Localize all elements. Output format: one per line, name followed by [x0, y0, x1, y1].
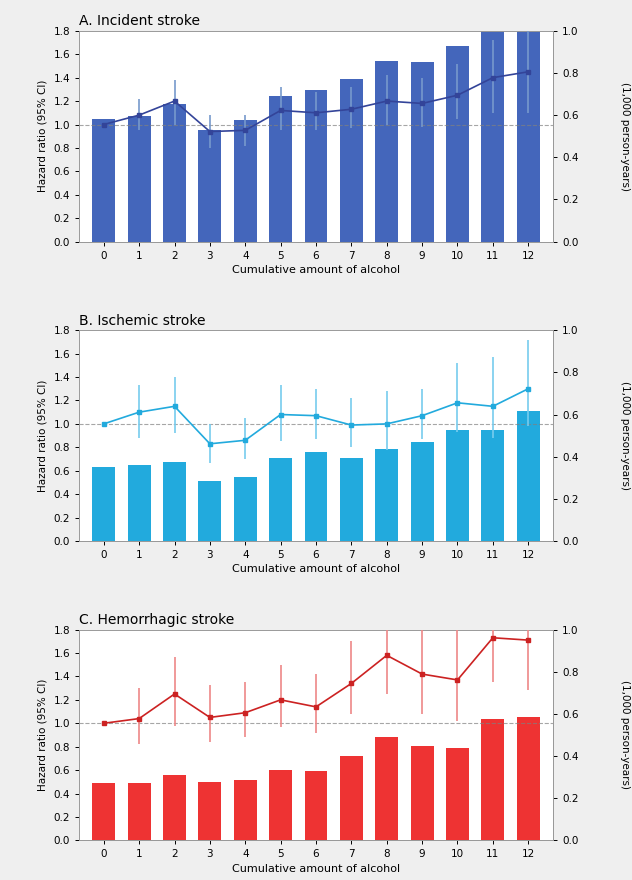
Bar	[128, 466, 150, 541]
Bar	[482, 430, 504, 541]
Bar	[517, 411, 540, 541]
Y-axis label: Hazard ratio (95% CI): Hazard ratio (95% CI)	[38, 379, 48, 492]
Bar	[305, 452, 327, 541]
X-axis label: Cumulative amount of alcohol: Cumulative amount of alcohol	[232, 564, 400, 575]
Bar	[92, 467, 115, 541]
Y-axis label: Incidence rate
(1,000 person-years): Incidence rate (1,000 person-years)	[620, 381, 632, 490]
Text: C. Hemorrhagic stroke: C. Hemorrhagic stroke	[79, 613, 234, 627]
Bar	[411, 745, 434, 840]
Bar	[128, 783, 150, 840]
Bar	[340, 756, 363, 840]
Bar	[375, 737, 398, 840]
Bar	[305, 771, 327, 840]
Bar	[269, 96, 292, 242]
Bar	[482, 719, 504, 840]
Text: B. Ischemic stroke: B. Ischemic stroke	[79, 313, 205, 327]
Bar	[446, 430, 469, 541]
Bar	[269, 458, 292, 541]
Bar	[234, 781, 257, 840]
Bar	[234, 121, 257, 242]
Bar	[128, 116, 150, 242]
Bar	[446, 46, 469, 242]
Text: A. Incident stroke: A. Incident stroke	[79, 14, 200, 28]
Bar	[517, 1, 540, 242]
Y-axis label: Hazard ratio (95% CI): Hazard ratio (95% CI)	[38, 80, 48, 193]
Bar	[198, 782, 221, 840]
Bar	[411, 442, 434, 541]
Bar	[375, 450, 398, 541]
Bar	[446, 748, 469, 840]
Y-axis label: Incidence rate
(1,000 person-years): Incidence rate (1,000 person-years)	[620, 680, 632, 789]
Y-axis label: Incidence rate
(1,000 person-years): Incidence rate (1,000 person-years)	[620, 82, 632, 191]
Bar	[375, 62, 398, 242]
Bar	[92, 783, 115, 840]
Bar	[234, 477, 257, 541]
Bar	[198, 481, 221, 541]
Bar	[411, 62, 434, 242]
Y-axis label: Hazard ratio (95% CI): Hazard ratio (95% CI)	[38, 678, 48, 791]
Bar	[198, 130, 221, 242]
Bar	[92, 120, 115, 242]
Bar	[269, 770, 292, 840]
X-axis label: Cumulative amount of alcohol: Cumulative amount of alcohol	[232, 265, 400, 275]
Bar	[340, 79, 363, 242]
Bar	[163, 462, 186, 541]
X-axis label: Cumulative amount of alcohol: Cumulative amount of alcohol	[232, 863, 400, 874]
Bar	[163, 775, 186, 840]
Bar	[482, 20, 504, 242]
Bar	[305, 90, 327, 242]
Bar	[517, 717, 540, 840]
Bar	[163, 104, 186, 242]
Bar	[340, 458, 363, 541]
